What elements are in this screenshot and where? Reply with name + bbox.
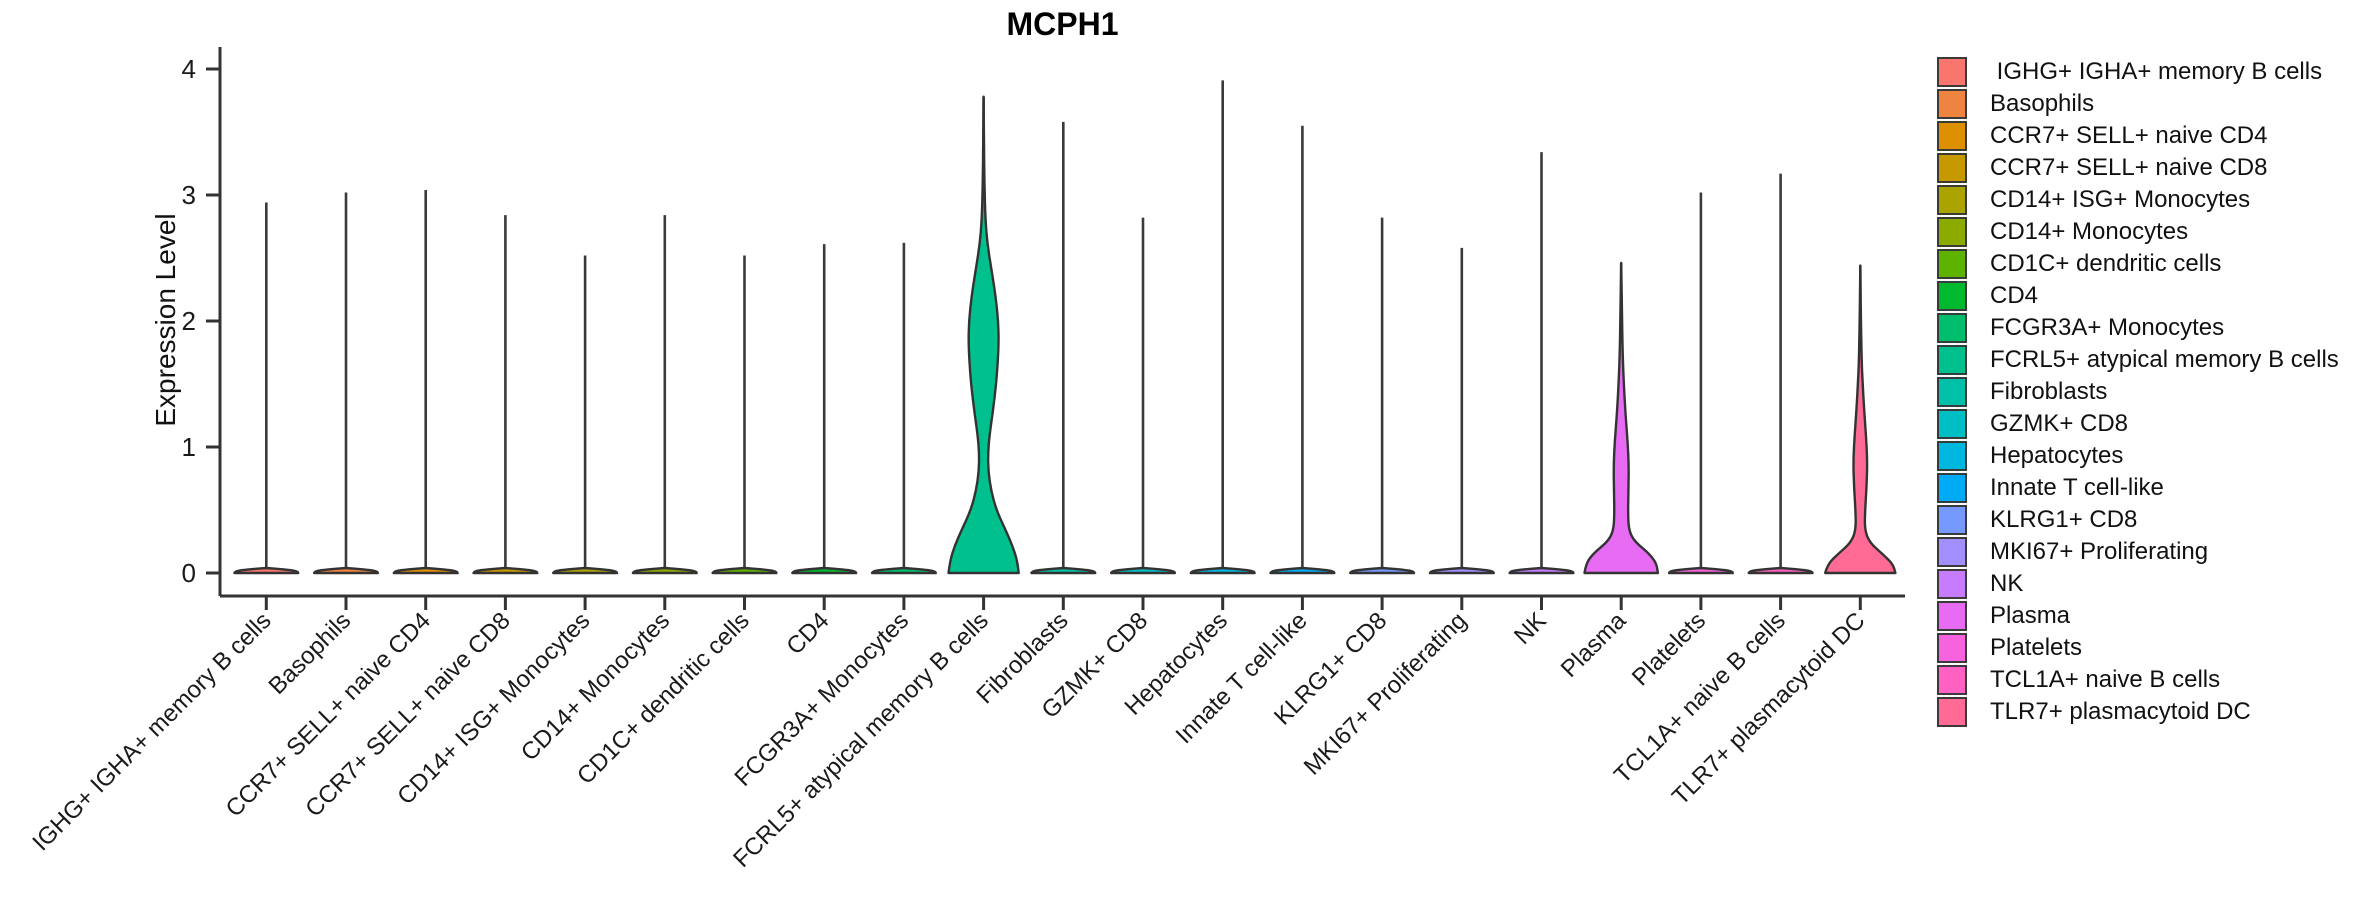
violin bbox=[791, 566, 858, 575]
violin bbox=[1109, 566, 1177, 575]
legend-label: Innate T cell-like bbox=[1990, 474, 2164, 501]
legend-item: CD14+ Monocytes bbox=[1937, 216, 2339, 248]
legend-label: Hepatocytes bbox=[1990, 442, 2124, 469]
violin bbox=[1824, 264, 1897, 575]
y-tick-label: 3 bbox=[182, 180, 196, 210]
legend-item: Platelets bbox=[1937, 632, 2339, 664]
legend-swatch bbox=[1937, 153, 1967, 183]
violin bbox=[631, 566, 698, 575]
chart-title: MCPH1 bbox=[1006, 6, 1119, 42]
violin bbox=[392, 566, 459, 575]
legend-label: FCRL5+ atypical memory B cells bbox=[1990, 346, 2339, 373]
violin bbox=[1747, 566, 1814, 575]
violin bbox=[552, 566, 619, 575]
legend-item: Basophils bbox=[1937, 88, 2339, 120]
legend-item: Plasma bbox=[1937, 600, 2339, 632]
legend-label: CD4 bbox=[1990, 282, 2039, 309]
legend-swatch bbox=[1937, 697, 1967, 727]
legend-swatch bbox=[1937, 441, 1967, 471]
legend-swatch bbox=[1937, 409, 1967, 439]
legend-label: KLRG1+ CD8 bbox=[1990, 506, 2138, 533]
legend-item: TLR7+ plasmacytoid DC bbox=[1937, 696, 2339, 728]
y-tick-label: 2 bbox=[182, 306, 196, 336]
legend-swatch bbox=[1937, 217, 1967, 247]
legend-item: CCR7+ SELL+ naive CD4 bbox=[1937, 120, 2339, 152]
violin bbox=[1269, 566, 1336, 575]
legend-swatch bbox=[1937, 665, 1967, 695]
legend-swatch bbox=[1937, 377, 1967, 407]
legend-swatch bbox=[1937, 345, 1967, 375]
violin bbox=[472, 566, 539, 575]
violin bbox=[947, 95, 1020, 575]
legend-swatch bbox=[1937, 633, 1967, 663]
legend-swatch bbox=[1937, 537, 1967, 567]
legend-item: NK bbox=[1937, 568, 2339, 600]
legend-label: Basophils bbox=[1990, 90, 2095, 117]
legend-label: CD14+ ISG+ Monocytes bbox=[1990, 186, 2251, 213]
violin bbox=[1349, 566, 1416, 575]
legend-swatch bbox=[1937, 473, 1967, 503]
legend-item: GZMK+ CD8 bbox=[1937, 408, 2339, 440]
legend-swatch bbox=[1937, 249, 1967, 279]
violin bbox=[711, 566, 778, 575]
legend-label: CD14+ Monocytes bbox=[1990, 218, 2189, 245]
legend-swatch bbox=[1937, 57, 1967, 87]
legend-swatch bbox=[1937, 601, 1967, 631]
legend-swatch bbox=[1937, 121, 1967, 151]
y-tick-label: 1 bbox=[182, 432, 196, 462]
legend-item: IGHG+ IGHA+ memory B cells bbox=[1937, 56, 2339, 88]
legend-item: TCL1A+ naive B cells bbox=[1937, 664, 2339, 696]
violin bbox=[870, 566, 937, 575]
legend-label: IGHG+ IGHA+ memory B cells bbox=[1990, 58, 2323, 85]
legend-label: NK bbox=[1990, 570, 2024, 597]
violin bbox=[1428, 566, 1495, 575]
legend-label: Platelets bbox=[1990, 634, 2083, 661]
violin bbox=[233, 566, 300, 575]
x-axis-label: Platelets bbox=[1627, 607, 1711, 691]
violin bbox=[1667, 566, 1734, 575]
violin bbox=[1508, 566, 1575, 575]
legend-swatch bbox=[1937, 281, 1967, 311]
legend-item: CD1C+ dendritic cells bbox=[1937, 248, 2339, 280]
legend-swatch bbox=[1937, 313, 1967, 343]
legend-label: FCGR3A+ Monocytes bbox=[1990, 314, 2225, 341]
legend-item: Innate T cell-like bbox=[1937, 472, 2339, 504]
legend-swatch bbox=[1937, 89, 1967, 119]
x-axis-label: NK bbox=[1509, 607, 1552, 650]
x-axis-label: CD4 bbox=[781, 607, 834, 660]
violin bbox=[1030, 566, 1097, 575]
legend-label: CCR7+ SELL+ naive CD4 bbox=[1990, 122, 2268, 149]
legend-item: FCRL5+ atypical memory B cells bbox=[1937, 344, 2339, 376]
legend-item: CD4 bbox=[1937, 280, 2339, 312]
legend-label: CCR7+ SELL+ naive CD8 bbox=[1990, 154, 2268, 181]
legend-item: Fibroblasts bbox=[1937, 376, 2339, 408]
violin bbox=[1583, 261, 1660, 575]
legend-swatch bbox=[1937, 185, 1967, 215]
violin bbox=[1189, 566, 1256, 575]
y-tick-label: 4 bbox=[182, 54, 196, 84]
x-axis-label: CD14+ Monocytes bbox=[516, 607, 675, 766]
legend-label: Fibroblasts bbox=[1990, 378, 2108, 405]
legend-label: TCL1A+ naive B cells bbox=[1990, 666, 2221, 693]
legend-label: MKI67+ Proliferating bbox=[1990, 538, 2209, 565]
legend-item: CCR7+ SELL+ naive CD8 bbox=[1937, 152, 2339, 184]
legend-swatch bbox=[1937, 569, 1967, 599]
legend-label: CD1C+ dendritic cells bbox=[1990, 250, 2222, 277]
legend-label: TLR7+ plasmacytoid DC bbox=[1990, 698, 2251, 725]
legend-label: GZMK+ CD8 bbox=[1990, 410, 2129, 437]
legend-item: FCGR3A+ Monocytes bbox=[1937, 312, 2339, 344]
x-axis-label: Plasma bbox=[1556, 607, 1632, 683]
legend-item: MKI67+ Proliferating bbox=[1937, 536, 2339, 568]
legend: IGHG+ IGHA+ memory B cells Basophils CCR7+… bbox=[1937, 56, 2339, 728]
legend-swatch bbox=[1937, 505, 1967, 535]
legend-item: KLRG1+ CD8 bbox=[1937, 504, 2339, 536]
legend-item: Hepatocytes bbox=[1937, 440, 2339, 472]
legend-item: CD14+ ISG+ Monocytes bbox=[1937, 184, 2339, 216]
legend-label: Plasma bbox=[1990, 602, 2071, 629]
y-tick-label: 0 bbox=[182, 558, 196, 588]
violin bbox=[312, 566, 380, 575]
